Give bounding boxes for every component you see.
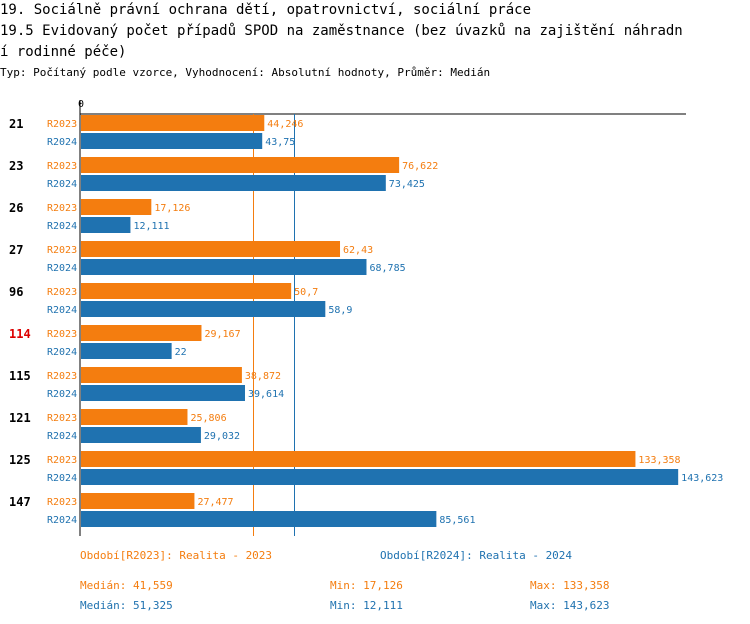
bar-r2024 bbox=[81, 301, 326, 317]
value-label-r2023: 50,7 bbox=[294, 287, 318, 298]
value-label-r2023: 27,477 bbox=[197, 497, 233, 508]
value-label-r2024: 29,032 bbox=[204, 431, 240, 442]
value-label-r2024: 143,623 bbox=[681, 473, 723, 484]
value-label-r2023: 76,622 bbox=[402, 161, 438, 172]
series-label-r2023: R2023 bbox=[47, 245, 77, 256]
category-label: 121 bbox=[9, 411, 31, 425]
bar-r2024 bbox=[81, 427, 201, 443]
series-label-r2024: R2024 bbox=[47, 221, 77, 232]
bar-r2024 bbox=[81, 469, 679, 485]
series-label-r2023: R2023 bbox=[47, 329, 77, 340]
bar-r2024 bbox=[81, 259, 367, 275]
series-label-r2023: R2023 bbox=[47, 497, 77, 508]
bar-r2024 bbox=[81, 343, 172, 359]
category-label: 27 bbox=[9, 243, 23, 257]
series-label-r2024: R2024 bbox=[47, 263, 77, 274]
category-label: 26 bbox=[9, 201, 23, 215]
bar-r2023 bbox=[81, 409, 188, 425]
series-label-r2023: R2023 bbox=[47, 287, 77, 298]
min-r2024: Min: 12,111 bbox=[330, 599, 403, 612]
min-r2023: Min: 17,126 bbox=[330, 579, 403, 592]
bar-r2024 bbox=[81, 511, 437, 527]
value-label-r2023: 17,126 bbox=[154, 203, 190, 214]
value-label-r2023: 38,872 bbox=[245, 371, 281, 382]
chart-title-line-2: 19.5 Evidovaný počet případů SPOD na zam… bbox=[0, 23, 683, 39]
bar-r2023 bbox=[81, 451, 636, 467]
value-label-r2023: 25,806 bbox=[190, 413, 226, 424]
value-label-r2023: 133,358 bbox=[638, 455, 680, 466]
category-label: 23 bbox=[9, 159, 23, 173]
series-label-r2023: R2023 bbox=[47, 161, 77, 172]
series-label-r2024: R2024 bbox=[47, 389, 77, 400]
value-label-r2024: 73,425 bbox=[389, 179, 425, 190]
bar-r2024 bbox=[81, 217, 131, 233]
value-label-r2023: 29,167 bbox=[204, 329, 240, 340]
category-label: 115 bbox=[9, 369, 31, 383]
bar-r2024 bbox=[81, 175, 386, 191]
value-label-r2024: 22 bbox=[175, 347, 187, 358]
median-r2024: Medián: 51,325 bbox=[80, 599, 173, 612]
legend-r2023: Období[R2023]: Realita - 2023 bbox=[80, 549, 273, 562]
series-label-r2024: R2024 bbox=[47, 137, 77, 148]
max-r2023: Max: 133,358 bbox=[530, 579, 610, 592]
category-label: 114 bbox=[9, 327, 31, 341]
category-label: 147 bbox=[9, 495, 31, 509]
value-label-r2024: 39,614 bbox=[248, 389, 284, 400]
value-label-r2024: 58,9 bbox=[328, 305, 352, 316]
bar-r2023 bbox=[81, 493, 195, 509]
bar-r2023 bbox=[81, 199, 152, 215]
value-label-r2024: 85,561 bbox=[439, 515, 475, 526]
legend-r2024: Období[R2024]: Realita - 2024 bbox=[380, 549, 573, 562]
value-label-r2024: 68,785 bbox=[369, 263, 405, 274]
max-r2024: Max: 143,623 bbox=[530, 599, 610, 612]
median-r2023: Medián: 41,559 bbox=[80, 579, 173, 592]
bar-r2023 bbox=[81, 325, 202, 341]
category-label: 21 bbox=[9, 117, 23, 131]
bar-r2024 bbox=[81, 385, 245, 401]
series-label-r2024: R2024 bbox=[47, 305, 77, 316]
series-label-r2024: R2024 bbox=[47, 431, 77, 442]
bar-r2024 bbox=[81, 133, 263, 149]
bar-r2023 bbox=[81, 241, 341, 257]
series-label-r2024: R2024 bbox=[47, 473, 77, 484]
value-label-r2023: 62,43 bbox=[343, 245, 373, 256]
chart-subtitle: Typ: Počítaný podle vzorce, Vyhodnocení:… bbox=[0, 66, 491, 79]
series-label-r2023: R2023 bbox=[47, 413, 77, 424]
bar-r2023 bbox=[81, 367, 242, 383]
chart-title-line-1: 19. Sociálně právní ochrana dětí, opatro… bbox=[0, 2, 532, 18]
bar-r2023 bbox=[81, 115, 265, 131]
value-label-r2024: 43,75 bbox=[265, 137, 295, 148]
series-label-r2023: R2023 bbox=[47, 371, 77, 382]
series-label-r2023: R2023 bbox=[47, 455, 77, 466]
series-label-r2024: R2024 bbox=[47, 347, 77, 358]
category-label: 96 bbox=[9, 285, 23, 299]
value-label-r2023: 44,246 bbox=[267, 119, 303, 130]
series-label-r2023: R2023 bbox=[47, 119, 77, 130]
bar-r2023 bbox=[81, 157, 400, 173]
bar-r2023 bbox=[81, 283, 292, 299]
series-label-r2024: R2024 bbox=[47, 179, 77, 190]
chart-title-line-3: í rodinné péče) bbox=[0, 44, 127, 60]
series-label-r2024: R2024 bbox=[47, 515, 77, 526]
category-label: 125 bbox=[9, 453, 31, 467]
series-label-r2023: R2023 bbox=[47, 203, 77, 214]
value-label-r2024: 12,111 bbox=[133, 221, 169, 232]
axis-zero-label: 0 bbox=[78, 99, 84, 110]
